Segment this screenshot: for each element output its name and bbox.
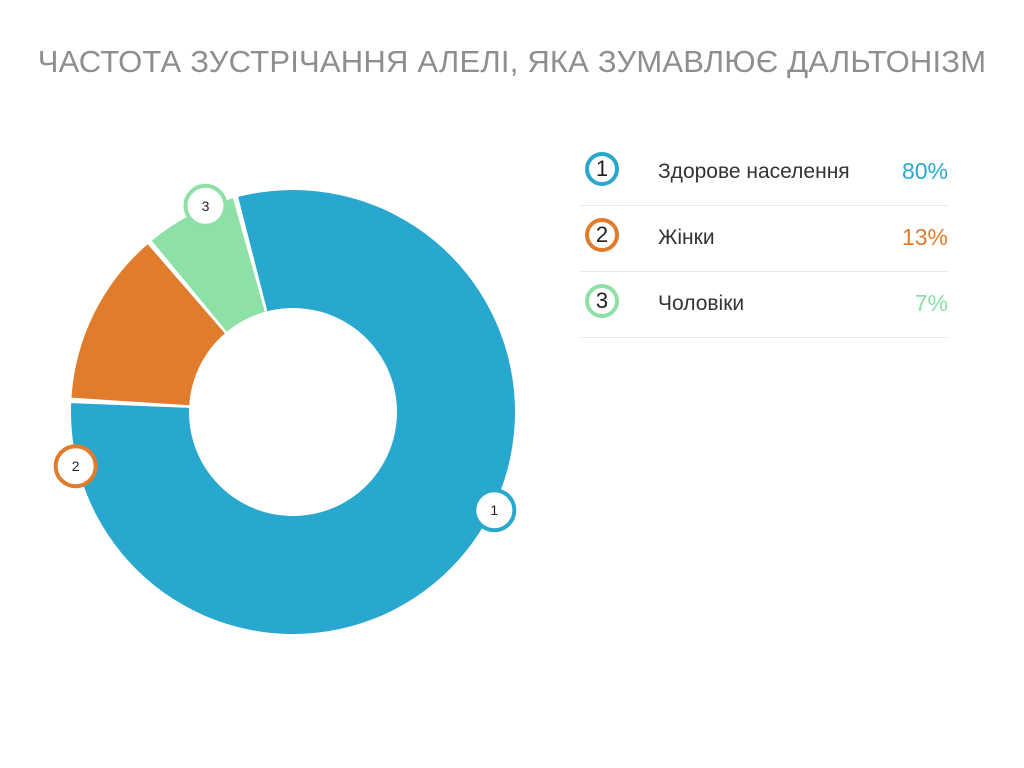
legend-label: Чоловіки: [658, 292, 745, 315]
slice-marker-1: 1: [472, 488, 517, 533]
chart-legend: 1 Здорове населення 80% 2 Жінки 13% 3 Чоловіки 7…: [580, 140, 948, 338]
donut-slice-2: [71, 244, 225, 406]
slice-marker-circle: [472, 488, 517, 533]
legend-value: 7%: [914, 290, 948, 316]
legend-row-3: 3 Чоловіки 7%: [580, 272, 948, 338]
chart-title: ЧАСТОТА ЗУСТРІЧАННЯ АЛЕЛІ, ЯКА ЗУМАВЛЮЄ …: [37, 44, 987, 79]
donut-slice-1: [71, 190, 515, 635]
slice-marker-label: 3: [202, 198, 210, 214]
legend-value: 13%: [901, 224, 948, 250]
legend-marker: 1: [585, 152, 619, 186]
legend-label: Здорове населення: [658, 160, 850, 183]
slice-marker-circle: [53, 444, 98, 489]
slice-marker-label: 1: [490, 502, 498, 518]
legend-row-1: 1 Здорове населення 80%: [580, 140, 948, 206]
legend-marker: 3: [585, 284, 619, 318]
slice-marker-circle: [183, 183, 228, 228]
slice-marker-3: 3: [183, 183, 228, 228]
donut-slice-3: [151, 198, 265, 332]
slice-marker-label: 2: [72, 458, 80, 474]
legend-label: Жінки: [658, 226, 715, 249]
legend-row-2: 2 Жінки 13%: [580, 206, 948, 272]
legend-value: 80%: [901, 158, 948, 184]
slice-marker-2: 2: [53, 444, 98, 489]
legend-marker: 2: [585, 218, 619, 252]
